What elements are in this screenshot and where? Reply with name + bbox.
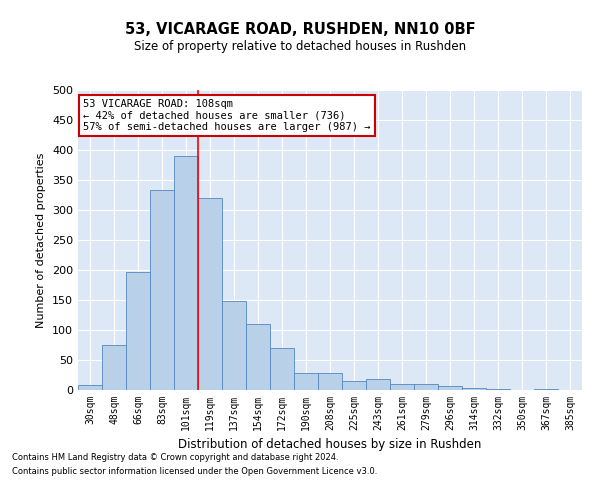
Bar bbox=[390, 384, 414, 390]
Bar bbox=[198, 198, 222, 390]
Bar bbox=[462, 388, 486, 390]
Bar bbox=[102, 345, 126, 390]
Bar bbox=[342, 381, 366, 390]
Text: Contains HM Land Registry data © Crown copyright and database right 2024.: Contains HM Land Registry data © Crown c… bbox=[12, 454, 338, 462]
Bar bbox=[294, 373, 318, 390]
Bar bbox=[414, 384, 438, 390]
Text: 53 VICARAGE ROAD: 108sqm
← 42% of detached houses are smaller (736)
57% of semi-: 53 VICARAGE ROAD: 108sqm ← 42% of detach… bbox=[83, 99, 371, 132]
Y-axis label: Number of detached properties: Number of detached properties bbox=[37, 152, 46, 328]
Bar bbox=[246, 324, 270, 390]
X-axis label: Distribution of detached houses by size in Rushden: Distribution of detached houses by size … bbox=[178, 438, 482, 452]
Bar bbox=[174, 156, 198, 390]
Bar bbox=[78, 385, 102, 390]
Bar bbox=[150, 190, 174, 390]
Text: Contains public sector information licensed under the Open Government Licence v3: Contains public sector information licen… bbox=[12, 467, 377, 476]
Text: 53, VICARAGE ROAD, RUSHDEN, NN10 0BF: 53, VICARAGE ROAD, RUSHDEN, NN10 0BF bbox=[125, 22, 475, 38]
Bar bbox=[126, 272, 150, 390]
Bar bbox=[438, 386, 462, 390]
Text: Size of property relative to detached houses in Rushden: Size of property relative to detached ho… bbox=[134, 40, 466, 53]
Bar bbox=[222, 301, 246, 390]
Bar bbox=[318, 373, 342, 390]
Bar bbox=[270, 348, 294, 390]
Bar bbox=[366, 379, 390, 390]
